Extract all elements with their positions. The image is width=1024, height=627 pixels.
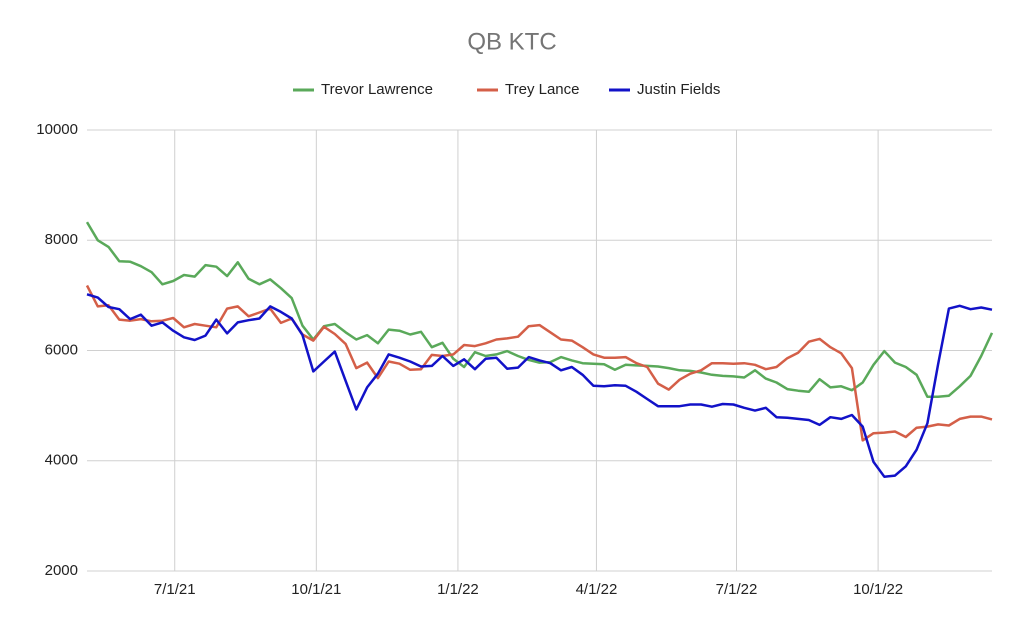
legend-label: Trey Lance <box>505 81 579 98</box>
x-tick-label: 1/1/22 <box>437 581 479 598</box>
line-series <box>85 221 994 399</box>
legend-label: Trevor Lawrence <box>321 81 433 98</box>
x-tick-label: 10/1/22 <box>853 581 903 598</box>
line-series <box>86 293 993 478</box>
x-tick-label: 4/1/22 <box>576 581 618 598</box>
y-tick-label: 10000 <box>36 121 78 138</box>
y-tick-label: 6000 <box>45 341 78 358</box>
x-tick-label: 7/1/22 <box>716 581 758 598</box>
chart-title: QB KTC <box>467 28 556 55</box>
y-tick-label: 8000 <box>45 231 78 248</box>
y-tick-label: 4000 <box>45 452 78 469</box>
x-tick-label: 10/1/21 <box>291 581 341 598</box>
line-series <box>85 284 993 442</box>
x-tick-label: 7/1/21 <box>154 581 196 598</box>
legend-label: Justin Fields <box>637 81 720 98</box>
y-tick-label: 2000 <box>45 562 78 579</box>
